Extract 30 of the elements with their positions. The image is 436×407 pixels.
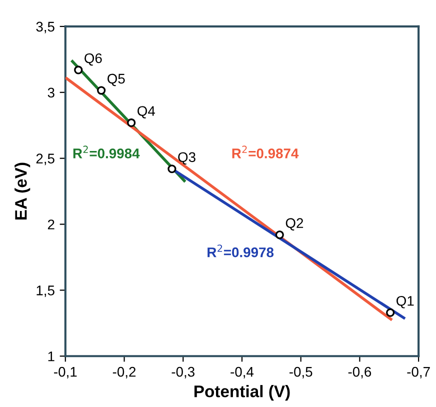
annotation: Q5 bbox=[108, 74, 125, 86]
x-tick-label: -0,3 bbox=[172, 366, 194, 378]
x-axis-title: Potential (V) bbox=[194, 385, 290, 401]
annotation: Q1 bbox=[396, 296, 414, 308]
point bbox=[168, 164, 176, 174]
annotation: Q6 bbox=[84, 53, 102, 66]
x-tick-label: -0,6 bbox=[348, 366, 372, 378]
y-tick-label: 2,5 bbox=[36, 154, 54, 166]
annotation: R$^{2}$=0.9984 bbox=[73, 146, 140, 158]
y-axis-title: EA (eV) bbox=[14, 162, 30, 220]
y-tick-label: 3 bbox=[48, 88, 54, 98]
annotation: Q3 bbox=[178, 152, 196, 165]
annotation: R$^{2}$=0.9978 bbox=[208, 244, 274, 258]
x-tick-label: -0,5 bbox=[289, 366, 312, 378]
x-tick-label: -0,4 bbox=[230, 366, 254, 378]
annotation: Q2 bbox=[286, 218, 304, 230]
point bbox=[386, 308, 395, 317]
x-tick-label: -0,2 bbox=[112, 366, 136, 378]
x-tick-label: -0,1 bbox=[54, 366, 77, 378]
point bbox=[74, 66, 83, 74]
y-tick-label: 2 bbox=[48, 220, 54, 230]
point bbox=[96, 86, 106, 95]
annotation: R$^{2}$=0.9874 bbox=[232, 146, 299, 158]
y-tick-label: 3,5 bbox=[36, 22, 54, 34]
x-tick-label: -0,7 bbox=[407, 366, 430, 378]
point bbox=[127, 118, 136, 128]
y-tick-label: 1,5 bbox=[36, 286, 54, 297]
annotation: Q4 bbox=[138, 106, 155, 118]
y-tick-label: 1 bbox=[48, 352, 54, 362]
point bbox=[275, 230, 284, 240]
